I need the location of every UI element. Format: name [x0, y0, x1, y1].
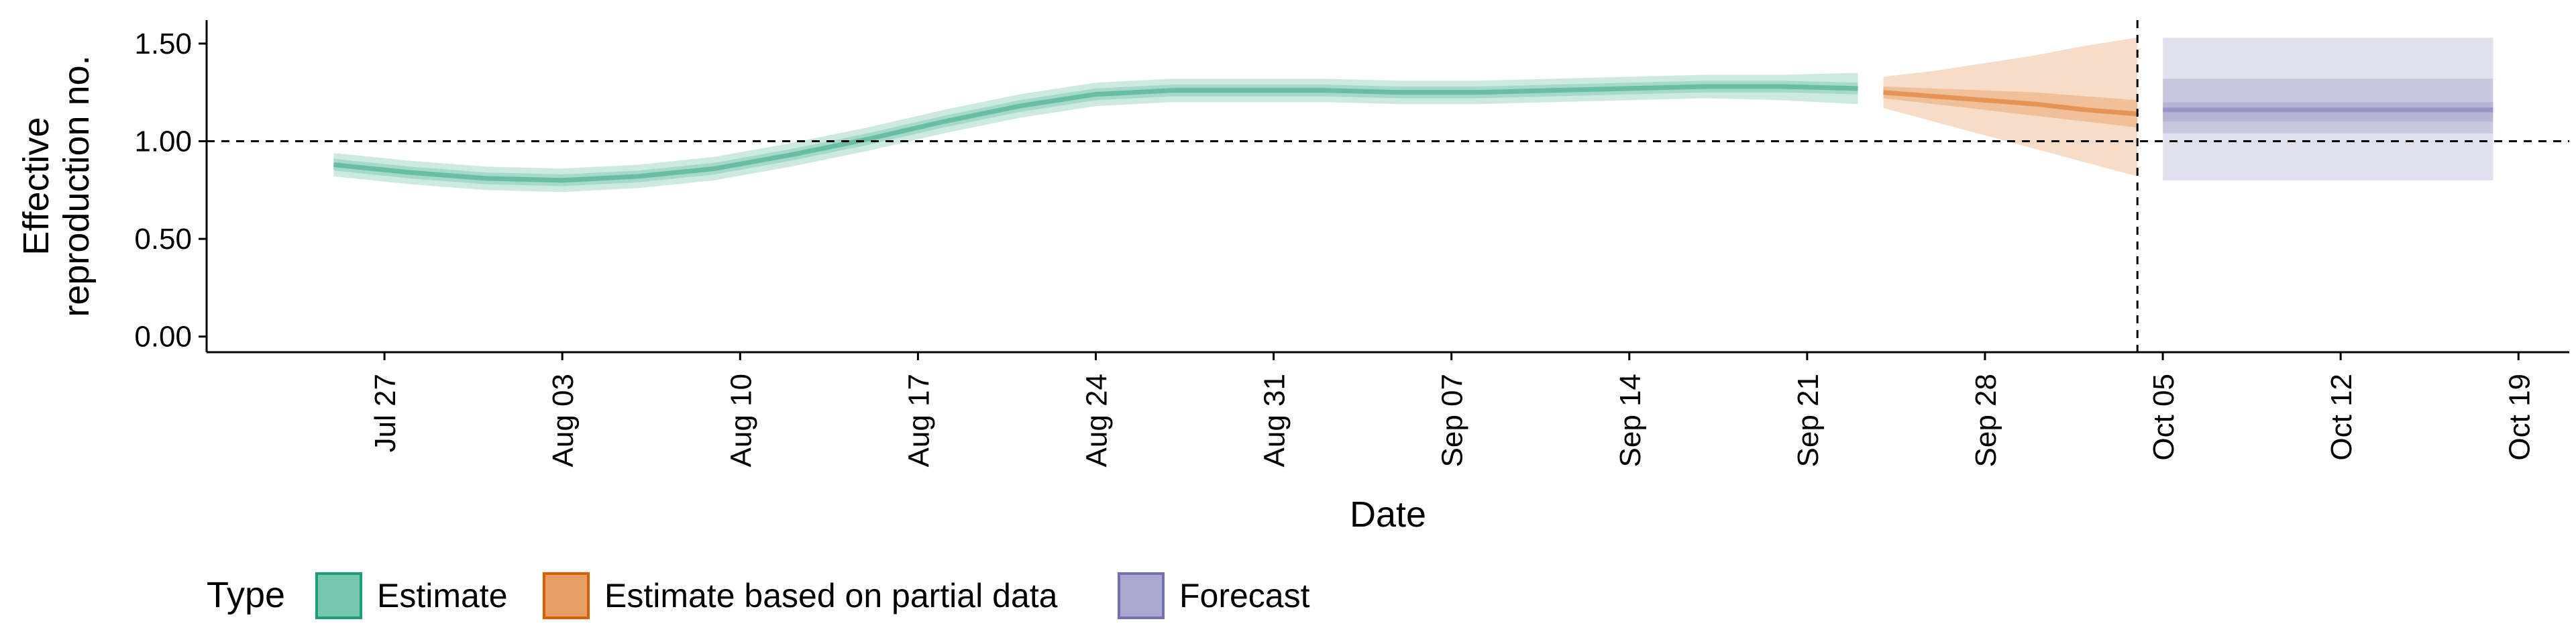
- x-tick-label: Aug 10: [724, 374, 757, 467]
- forecast-inner-band: [2163, 102, 2493, 122]
- x-tick-label: Sep 21: [1792, 374, 1825, 467]
- estimate-based-on-partial-data-inner-band: [1883, 87, 2138, 128]
- x-tick-label: Oct 12: [2325, 374, 2358, 461]
- x-tick-label: Oct 05: [2147, 374, 2180, 461]
- tick-labels: 0.00 0.50 1.00 1.50 Jul 27 Aug 03 Aug 10 Aug 17…: [134, 28, 2536, 468]
- legend-label-forecast: Forecast: [1179, 577, 1310, 614]
- forecast-mid-band: [2163, 78, 2493, 133]
- legend-title: Type: [207, 575, 285, 615]
- x-tick-label: Oct 19: [2503, 374, 2536, 461]
- axes: [199, 20, 2569, 360]
- axis-titles: Date Effective reproduction no.: [16, 55, 1426, 535]
- uncertainty-bands: [333, 38, 2493, 193]
- x-tick-label: Aug 17: [902, 374, 935, 467]
- legend-key-estimate-based-on-partial-data: [543, 572, 590, 619]
- legend-label-estimate-based-on-partial-data: Estimate based on partial data: [604, 577, 1058, 614]
- y-axis-title-line: reproduction no.: [56, 55, 97, 317]
- x-tick-label: Aug 03: [547, 374, 580, 467]
- reference-lines: [207, 20, 2569, 352]
- legend-key-estimate: [315, 572, 362, 619]
- median-lines: [333, 84, 2493, 183]
- x-tick-label: Aug 24: [1080, 374, 1113, 467]
- estimate-median-line: [333, 84, 1858, 183]
- x-tick-label: Jul 27: [369, 374, 402, 452]
- estimate-based-on-partial-data-median-line: [1883, 90, 2138, 117]
- y-tick-label: 1.50: [134, 28, 192, 60]
- estimate-inner-band: [333, 80, 1858, 186]
- legend-label-estimate: Estimate: [377, 577, 508, 614]
- legend: Type Estimate Estimate based on partial da…: [207, 572, 1310, 619]
- legend-key-forecast: [1118, 572, 1165, 619]
- x-tick-label: Aug 31: [1258, 374, 1291, 467]
- y-tick-label: 0.00: [134, 321, 192, 354]
- x-tick-label: Sep 14: [1614, 374, 1647, 467]
- y-tick-label: 0.50: [134, 223, 192, 256]
- x-axis-title: Date: [1350, 494, 1426, 535]
- x-tick-label: Sep 28: [1970, 374, 2002, 467]
- x-tick-label: Sep 07: [1436, 374, 1469, 467]
- forecast-outer-band: [2163, 38, 2493, 180]
- estimate-outer-band: [333, 72, 1858, 193]
- y-tick-label: 1.00: [134, 125, 192, 158]
- y-axis-title-line: Effective: [16, 117, 56, 255]
